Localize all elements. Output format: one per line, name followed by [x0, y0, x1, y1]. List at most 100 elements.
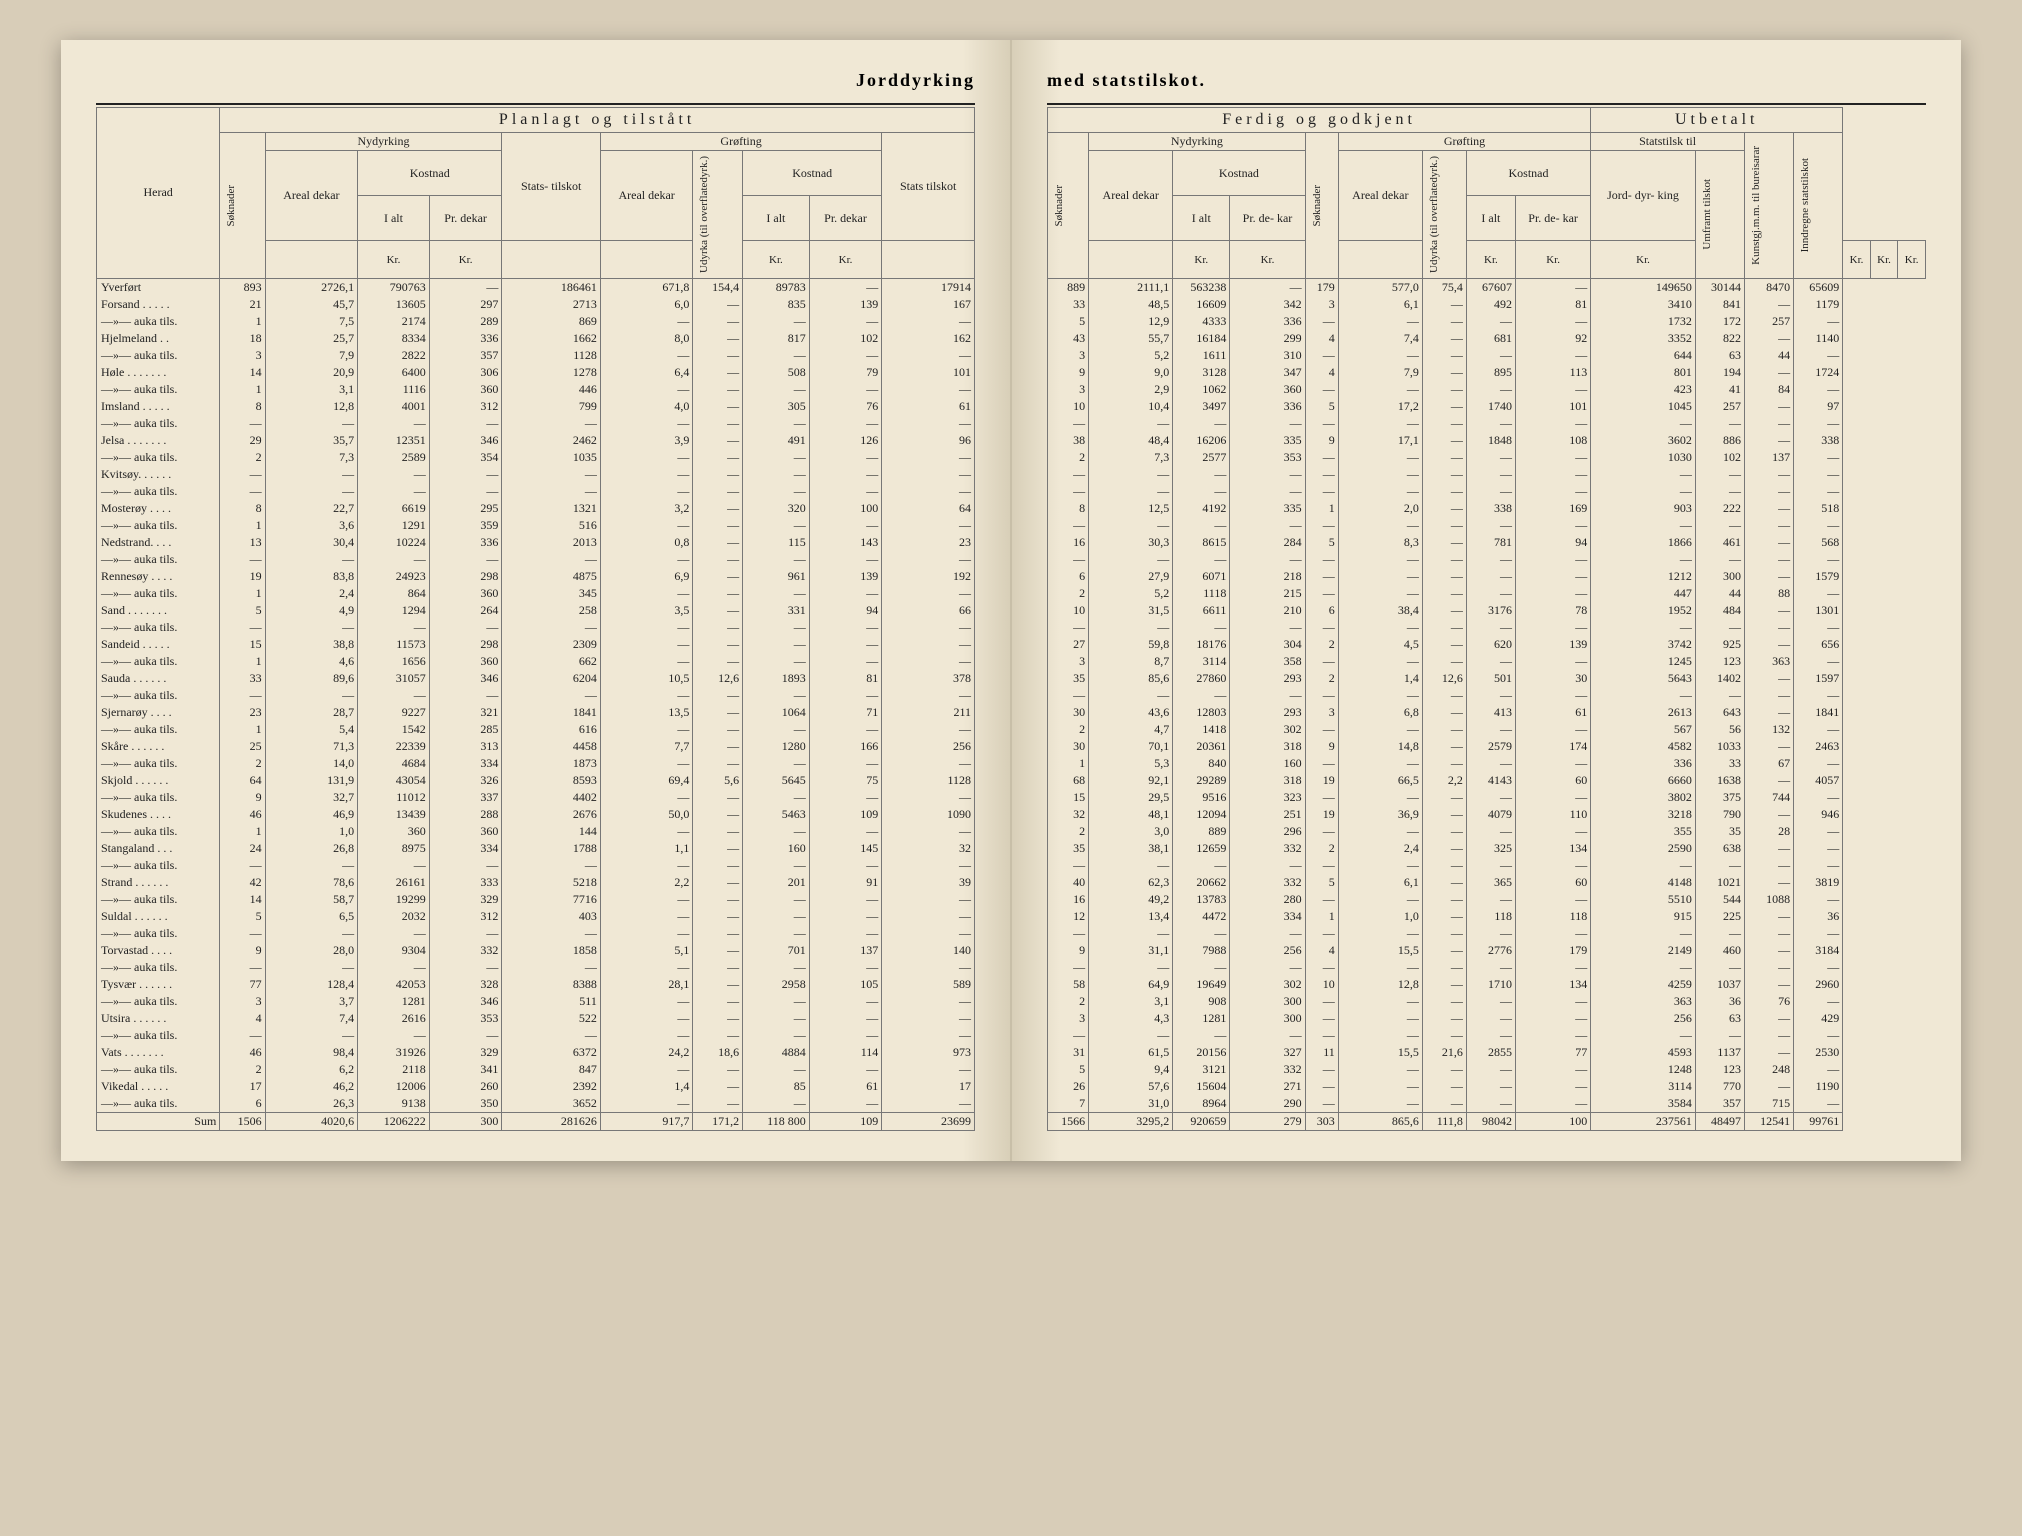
cell: 63 [1695, 347, 1744, 364]
row-label: Suldal . . . . . . [97, 908, 220, 925]
cell: 336 [1230, 313, 1305, 330]
cell: 2577 [1173, 449, 1230, 466]
cell: 20156 [1173, 1044, 1230, 1061]
cell: 76 [809, 398, 882, 415]
cell: 160 [743, 840, 810, 857]
cell: 446 [502, 381, 600, 398]
cell: — [743, 789, 810, 806]
cell: 91 [809, 874, 882, 891]
row-label: Skudenes . . . . [97, 806, 220, 823]
col-prdekar-l2: Pr. dekar [809, 196, 882, 241]
cell: 3 [220, 347, 265, 364]
cell: — [1744, 483, 1793, 500]
cell: 1,4 [600, 1078, 693, 1095]
cell: — [882, 313, 975, 330]
cell: 28,1 [600, 976, 693, 993]
cell: — [1305, 993, 1338, 1010]
cell: — [1305, 1027, 1338, 1044]
cell: — [693, 704, 743, 721]
cell: — [1305, 1095, 1338, 1113]
table-row: Sandeid . . . . .1538,8115732982309————— [97, 636, 975, 653]
cell: 4 [220, 1010, 265, 1027]
cell: 304 [1230, 636, 1305, 653]
cell: — [1591, 687, 1696, 704]
cell: 335 [1230, 432, 1305, 449]
cell: 290 [1230, 1095, 1305, 1113]
cell: 297 [429, 296, 502, 313]
cell: 2726,1 [265, 278, 358, 296]
cell: 6071 [1173, 568, 1230, 585]
cell: — [1744, 925, 1793, 942]
cell: — [1422, 738, 1466, 755]
cell: 2,2 [600, 874, 693, 891]
cell: 1952 [1591, 602, 1696, 619]
cell: — [1695, 466, 1744, 483]
cell: 186461 [502, 278, 600, 296]
cell: 2579 [1466, 738, 1515, 755]
cell: 55,7 [1089, 330, 1173, 347]
table-row: —»— auka tils.—————————— [97, 551, 975, 568]
section-planlagt: Planlagt og tilstått [220, 108, 975, 133]
table-row: Vats . . . . . . .4698,431926329637224,2… [97, 1044, 975, 1061]
cell: — [600, 551, 693, 568]
grp-nydyrking-l: Nydyrking [265, 133, 502, 151]
cell: 59,8 [1089, 636, 1173, 653]
cell: — [1422, 1078, 1466, 1095]
cell: 342 [1230, 296, 1305, 313]
cell: 516 [502, 517, 600, 534]
table-row: Tysvær . . . . . .77128,442053328838828,… [97, 976, 975, 993]
cell: 332 [1230, 874, 1305, 891]
table-row: Hjelmeland . .1825,7833433616628,0—81710… [97, 330, 975, 347]
row-label: Tysvær . . . . . . [97, 976, 220, 993]
cell: 257 [1695, 398, 1744, 415]
cell: 2613 [1591, 704, 1696, 721]
cell: 638 [1695, 840, 1744, 857]
section-ferdig: Ferdig og godkjent [1048, 108, 1591, 133]
cell: 429 [1794, 1010, 1843, 1027]
cell: 313 [429, 738, 502, 755]
cell: — [1338, 823, 1422, 840]
cell: 1280 [743, 738, 810, 755]
cell: — [600, 483, 693, 500]
cell: 4,0 [600, 398, 693, 415]
cell: 345 [502, 585, 600, 602]
cell: 6372 [502, 1044, 600, 1061]
cell: 1542 [358, 721, 430, 738]
table-row: ————————————— [1048, 517, 1926, 534]
cell: — [1695, 415, 1744, 432]
cell: 42 [220, 874, 265, 891]
cell: 30,3 [1089, 534, 1173, 551]
cell: 3,9 [600, 432, 693, 449]
cell: 25,7 [265, 330, 358, 347]
cell: — [1466, 619, 1515, 636]
cell: 258 [502, 602, 600, 619]
cell: 4 [1305, 364, 1338, 381]
cell: 48,5 [1089, 296, 1173, 313]
row-label: —»— auka tils. [97, 789, 220, 806]
cell: — [1338, 1010, 1422, 1027]
cell: 3114 [1591, 1078, 1696, 1095]
cell: 5,2 [1089, 347, 1173, 364]
cell: 2118 [358, 1061, 430, 1078]
cell: 118 [1515, 908, 1590, 925]
cell: — [809, 585, 882, 602]
cell: — [220, 483, 265, 500]
cell: 6,2 [265, 1061, 358, 1078]
cell: — [358, 551, 430, 568]
cell: 357 [1695, 1095, 1744, 1113]
cell: — [693, 1027, 743, 1044]
cell: — [693, 483, 743, 500]
cell: — [1173, 687, 1230, 704]
cell: 331 [743, 602, 810, 619]
cell: 347 [1230, 364, 1305, 381]
cell: 8615 [1173, 534, 1230, 551]
cell: 4458 [502, 738, 600, 755]
cell: — [1744, 670, 1793, 687]
cell: — [1744, 908, 1793, 925]
cell: 20,9 [265, 364, 358, 381]
cell: — [1744, 806, 1793, 823]
row-label: —»— auka tils. [97, 313, 220, 330]
cell: 338 [1794, 432, 1843, 449]
cell: 305 [743, 398, 810, 415]
table-row: —»— auka tils.37,928223571128————— [97, 347, 975, 364]
